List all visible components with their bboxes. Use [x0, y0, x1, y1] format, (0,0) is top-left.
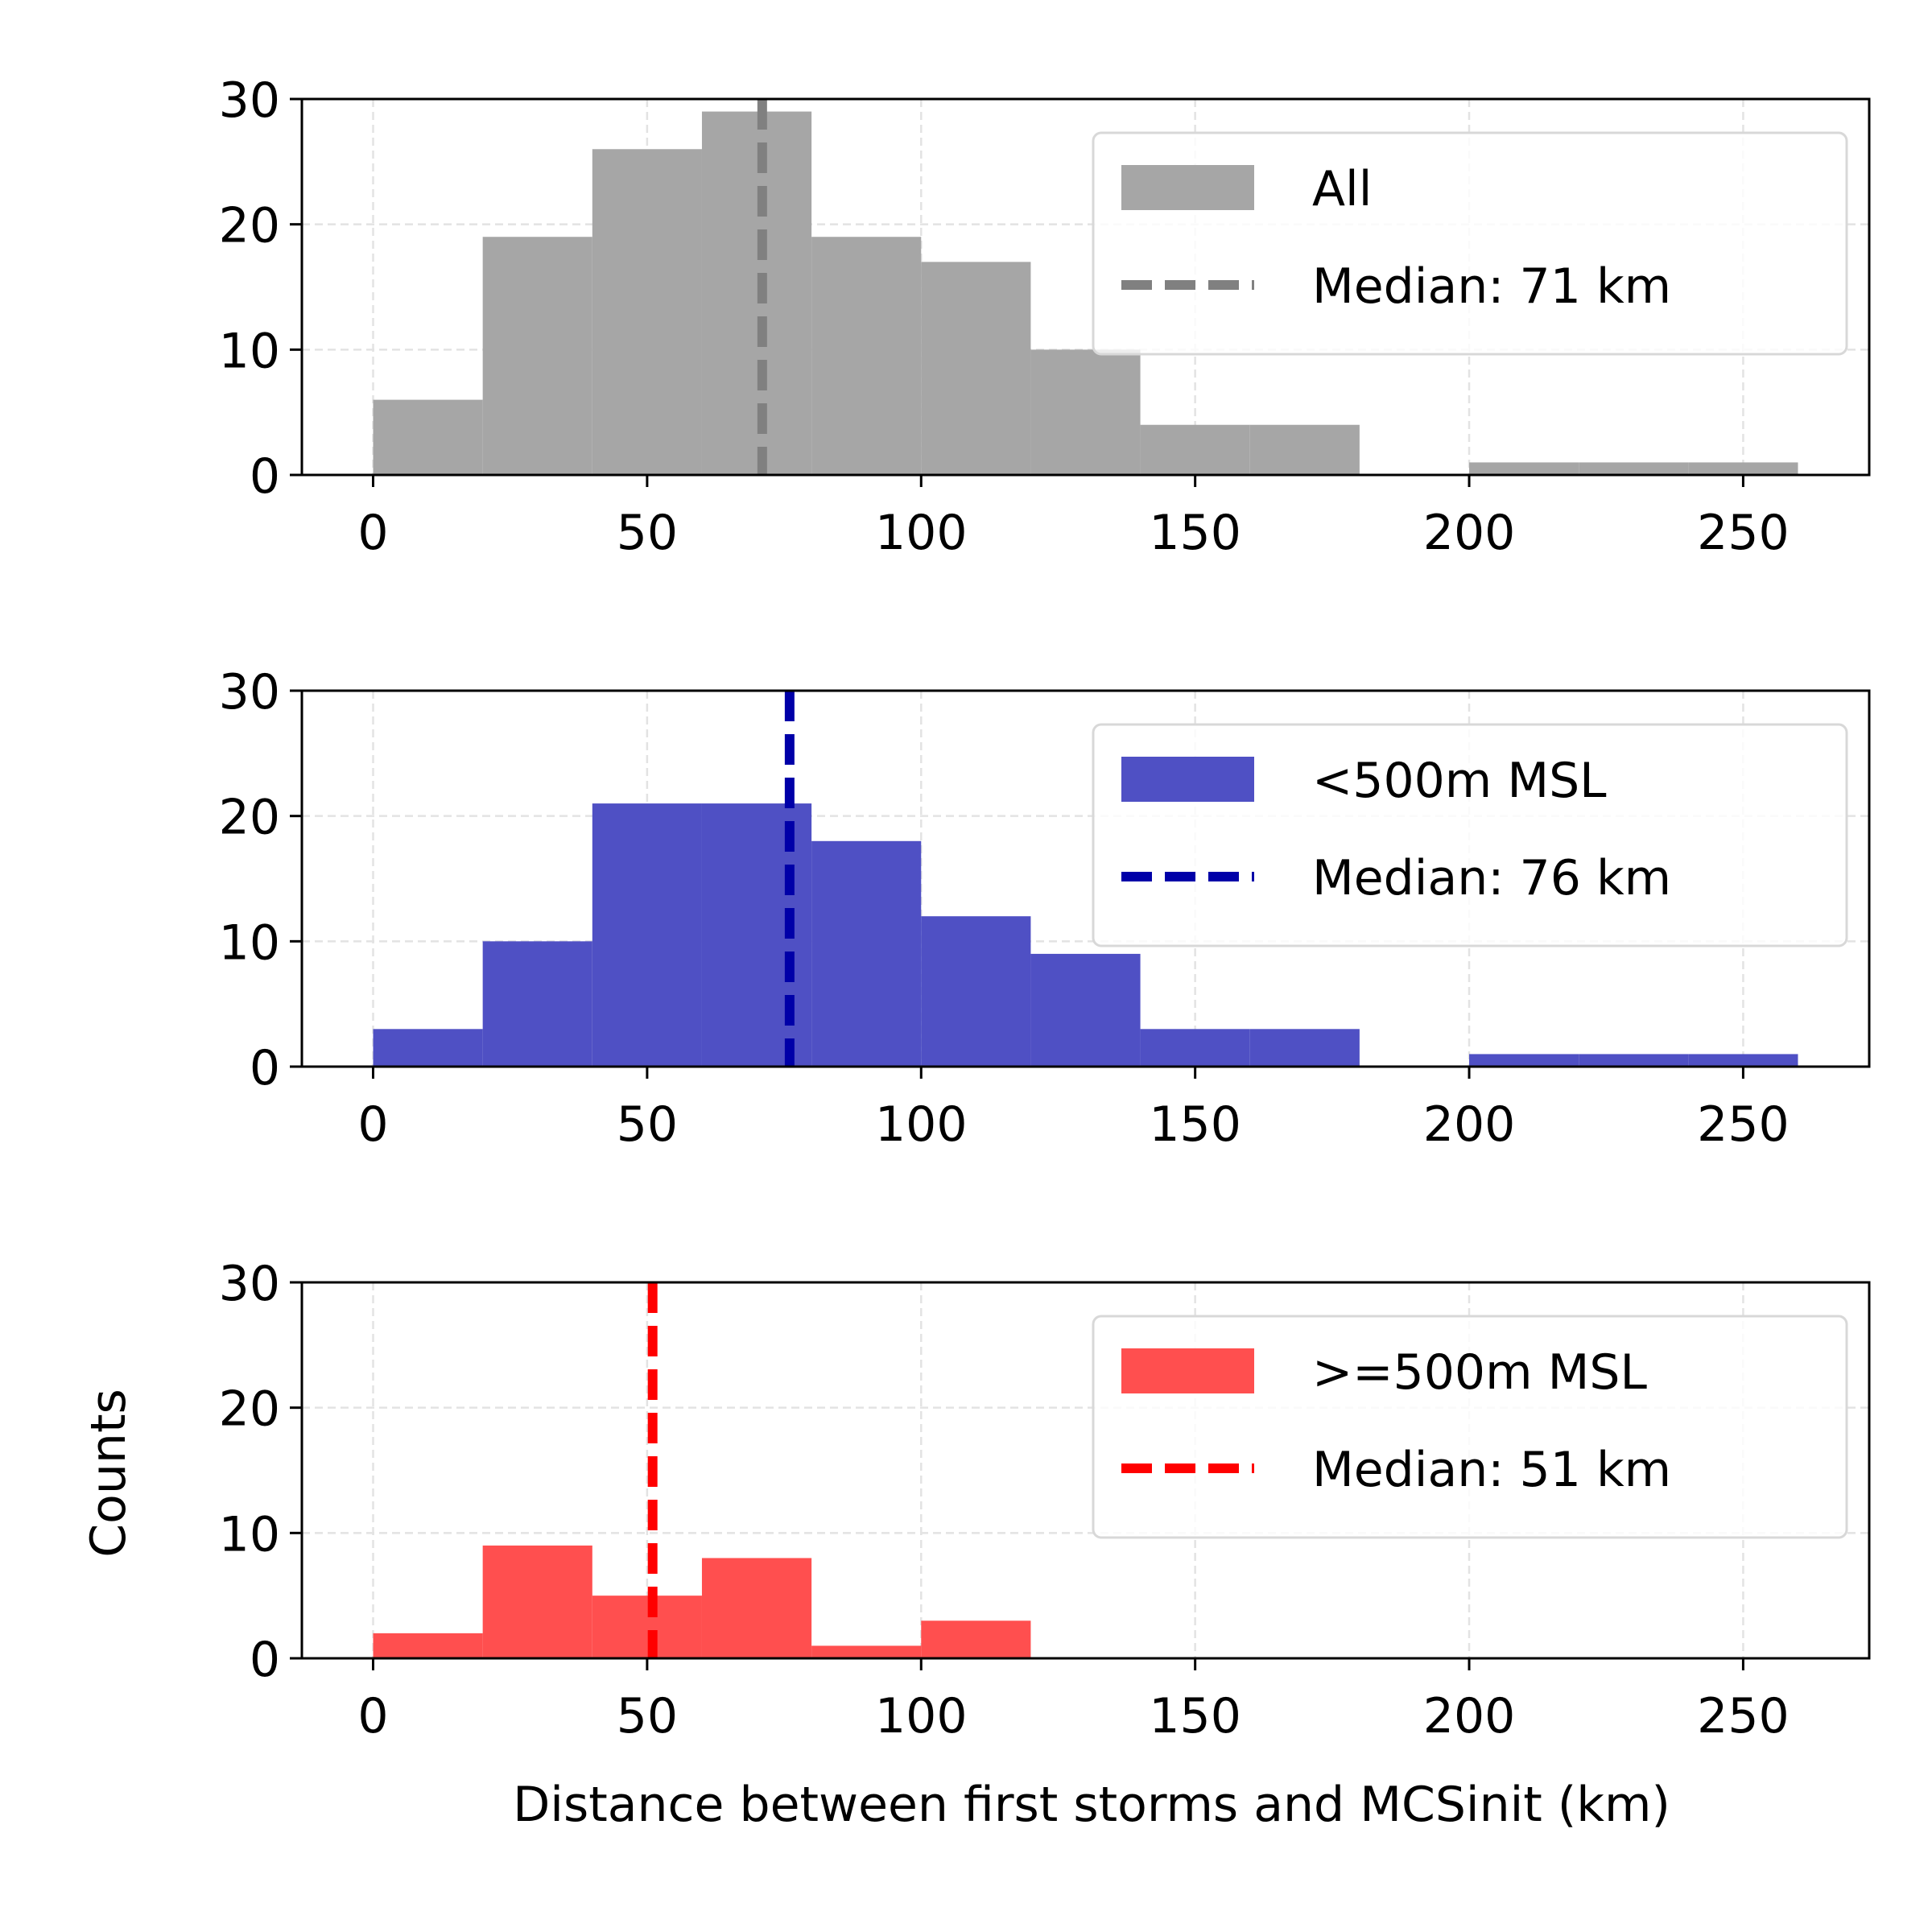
legend-label-median: Median: 51 km	[1312, 1442, 1671, 1498]
x-tick-label: 150	[1149, 1096, 1241, 1153]
histogram-bar	[1249, 424, 1360, 475]
x-tick-label: 250	[1697, 505, 1790, 561]
histogram-bar	[1469, 1054, 1579, 1067]
y-tick-label: 0	[250, 448, 280, 505]
histogram-bar	[482, 1545, 592, 1658]
histogram-bar	[592, 149, 702, 475]
histogram-bar	[373, 399, 483, 475]
x-tick-label: 100	[875, 1096, 968, 1153]
y-tick-label: 20	[219, 1381, 280, 1438]
x-tick-label: 200	[1423, 1096, 1516, 1153]
x-tick-label: 50	[617, 505, 678, 561]
histogram-bar	[373, 1633, 483, 1658]
histogram-bar	[1140, 424, 1250, 475]
y-tick-label: 10	[219, 323, 280, 379]
histogram-bar	[701, 1558, 812, 1658]
y-tick-label: 30	[219, 72, 280, 129]
histogram-bar	[811, 1645, 922, 1658]
y-tick-label: 0	[250, 1632, 280, 1688]
x-tick-label: 50	[617, 1688, 678, 1744]
histogram-bar	[1030, 953, 1141, 1067]
histogram-bar	[701, 803, 812, 1067]
histogram-bar	[1579, 1054, 1689, 1067]
y-tick-label: 20	[219, 790, 280, 846]
legend-label-median: Median: 71 km	[1312, 258, 1671, 315]
legend-swatch-histogram	[1121, 757, 1254, 802]
histogram-bar	[1249, 1029, 1360, 1067]
histogram-bar	[592, 803, 702, 1067]
histogram-bar	[1688, 1054, 1798, 1067]
histogram-bar	[811, 840, 922, 1067]
legend-label-median: Median: 76 km	[1312, 850, 1671, 906]
x-tick-label: 150	[1149, 1688, 1241, 1744]
histogram-bar	[373, 1029, 483, 1067]
histogram-panel-above-500m: 0 50 100 150 200 250 0 10 20 30 >=500m MSL Median: …	[219, 1256, 1871, 1744]
y-tick-label: 10	[219, 1506, 280, 1563]
axes-frame	[300, 1281, 1871, 1660]
axes-frame	[300, 97, 1871, 477]
x-tick-label: 0	[357, 505, 388, 561]
histogram-bar	[921, 1620, 1031, 1658]
histogram-bar	[1140, 1029, 1250, 1067]
histogram-bar	[482, 941, 592, 1067]
x-tick-label: 0	[357, 1096, 388, 1153]
histogram-panel-all: 0 50 100 150 200 250 0 10 20 30 All Median: 71 km	[219, 72, 1871, 561]
x-tick-label: 100	[875, 1688, 968, 1744]
histogram-bar	[1030, 349, 1141, 475]
y-tick-label: 0	[250, 1040, 280, 1096]
y-axis-label: Counts	[80, 1389, 137, 1557]
legend-swatch-histogram	[1121, 165, 1254, 210]
x-axis-label: Distance between first storms and MCSini…	[513, 1777, 1670, 1833]
legend-swatch-histogram	[1121, 1348, 1254, 1393]
y-tick-label: 20	[219, 198, 280, 254]
histogram-bar	[592, 1596, 702, 1658]
y-tick-label: 30	[219, 1256, 280, 1312]
histogram-bar	[921, 262, 1031, 475]
histogram-bar	[1579, 462, 1689, 475]
x-tick-label: 200	[1423, 505, 1516, 561]
legend-box	[1092, 131, 1848, 356]
x-tick-label: 250	[1697, 1096, 1790, 1153]
histogram-bar	[1469, 462, 1579, 475]
y-tick-label: 30	[219, 664, 280, 720]
x-tick-label: 50	[617, 1096, 678, 1153]
axes-frame	[300, 689, 1871, 1068]
histogram-bar	[811, 237, 922, 475]
x-tick-label: 0	[357, 1688, 388, 1744]
histogram-bar	[482, 237, 592, 475]
histogram-bar	[701, 111, 812, 476]
x-tick-label: 150	[1149, 505, 1241, 561]
y-tick-label: 10	[219, 914, 280, 971]
legend-box	[1092, 1315, 1848, 1539]
x-tick-label: 250	[1697, 1688, 1790, 1744]
legend-label-series: All	[1312, 161, 1372, 217]
histogram-panel-below-500m: 0 50 100 150 200 250 0 10 20 30 <500m MSL Median: 7…	[219, 664, 1871, 1153]
legend-label-series: <500m MSL	[1312, 753, 1607, 809]
histogram-bar	[921, 916, 1031, 1067]
legend-label-series: >=500m MSL	[1312, 1344, 1647, 1401]
legend-box	[1092, 723, 1848, 947]
x-tick-label: 200	[1423, 1688, 1516, 1744]
histogram-bar	[1688, 462, 1798, 475]
x-tick-label: 100	[875, 505, 968, 561]
